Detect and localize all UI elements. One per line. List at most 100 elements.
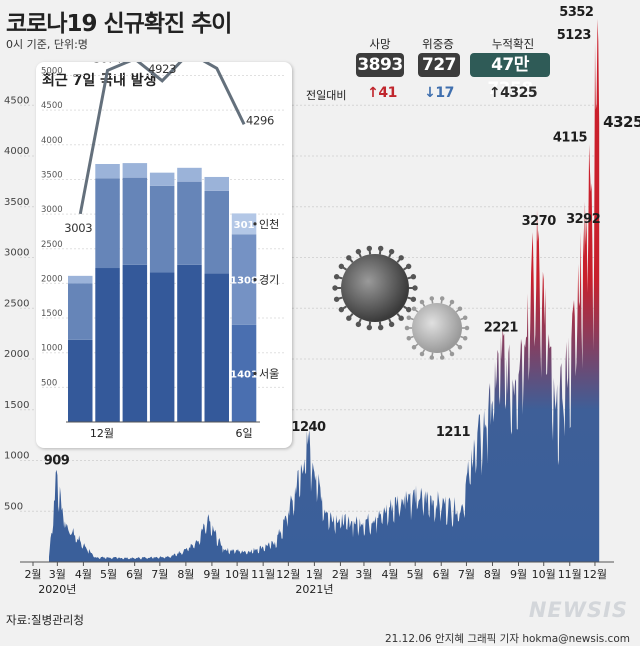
inset-y-tick-label: 3500 [41, 170, 63, 180]
inset-legend-dot [253, 277, 257, 282]
year-label: 2021년 [295, 583, 333, 596]
inset-total-label: 4296 [246, 113, 274, 127]
newsis-logo: NEWSIS [528, 598, 628, 622]
inset-y-tick-label: 1500 [41, 309, 63, 319]
inset-total-label: 5074 [94, 62, 122, 65]
x-tick-label: 3월 [49, 568, 66, 581]
source-label: 자료:질병관리청 [6, 613, 84, 627]
stat-label-critical: 위중증 [422, 37, 454, 51]
delta-label: 전일대비 [306, 89, 347, 102]
inset-y-tick-label: 500 [41, 378, 57, 388]
x-tick-label: 9월 [510, 568, 527, 581]
peak-value-label: 2221 [484, 321, 519, 336]
inset-bar-seoul [95, 268, 120, 422]
inset-bar-gyeonggi [149, 185, 175, 273]
virus-illustration-small [404, 296, 470, 360]
x-tick-label: 12월 [276, 568, 300, 581]
inset-total-label: 5104 [205, 62, 233, 63]
inset-panel: 최근 7일 국내 발생 500 1000 1500 2000 2500 3000 3500 4… [36, 62, 292, 448]
inset-bar-gyeonggi [231, 234, 257, 325]
inset-chart: 500 1000 1500 2000 2500 3000 3500 4000 4500 5000 3… [41, 62, 286, 440]
inset-bar-incheon [149, 172, 175, 186]
page-title: 코로나19 신규확진 추이 [6, 11, 232, 37]
x-tick-label: 8월 [484, 568, 501, 581]
inset-segment-value: 1308 [230, 276, 258, 287]
x-tick-label: 10월 [225, 568, 249, 581]
inset-legend-label: 서울 [259, 367, 279, 380]
inset-bar-incheon [204, 176, 229, 191]
inset-bar-seoul [204, 273, 229, 422]
inset-bar-seoul [177, 264, 202, 422]
delta-cumulative: ↑4325 [488, 85, 538, 101]
virus-illustration-large [332, 245, 418, 331]
inset-legend-label: 경기 [259, 274, 279, 287]
inset-title: 최근 7일 국내 발생 [42, 73, 157, 89]
x-tick-label: 3월 [355, 568, 372, 581]
inset-total-label: 3003 [64, 221, 92, 235]
x-tick-label: 7월 [151, 568, 168, 581]
inset-total-line [78, 62, 246, 215]
y-tick-label: 500 [4, 501, 23, 512]
inset-y-tick-label: 1000 [41, 344, 63, 354]
inset-bar-incheon [231, 213, 257, 235]
x-tick-label: 9월 [203, 568, 220, 581]
inset-bar-incheon [95, 163, 120, 179]
inset-legend-label: 인천 [259, 217, 279, 231]
x-tick-label: 2월 [332, 568, 349, 581]
page-subtitle: 0시 기준, 단위:명 [6, 38, 88, 51]
x-tick-label: 5월 [407, 568, 424, 581]
inset-bar-gyeonggi [95, 178, 120, 269]
credit-label: 21.12.06 안지혜 그래픽 기자 hokma@newsis.com [384, 633, 630, 645]
delta-deaths: ↑41 [367, 85, 397, 101]
inset-bar-seoul [231, 324, 257, 422]
peak-value-label: 1211 [436, 425, 471, 440]
inset-bar-seoul [122, 264, 148, 422]
inset-bar-seoul [149, 272, 175, 422]
y-tick-label: 2500 [4, 298, 29, 309]
year-label: 2020년 [38, 583, 76, 596]
inset-total-label: 4923 [148, 62, 176, 76]
inset-y-tick-label: 5000 [41, 67, 63, 77]
x-tick-label: 10월 [532, 568, 556, 581]
inset-y-tick-label: 4500 [41, 101, 63, 111]
x-tick-label: 8월 [177, 568, 194, 581]
x-tick-label: 11월 [251, 568, 275, 581]
peak-value-label: 5123 [557, 28, 592, 43]
peak-value-label: 4325 [603, 113, 640, 131]
y-tick-label: 3500 [4, 197, 29, 208]
cases-area [49, 18, 600, 563]
x-tick-label: 11월 [558, 568, 582, 581]
peak-value-label: 909 [44, 454, 70, 469]
y-tick-label: 1500 [4, 400, 29, 411]
y-tick-label: 4500 [4, 95, 29, 106]
y-tick-label: 3000 [4, 248, 29, 259]
inset-bar-gyeonggi [122, 177, 148, 265]
inset-x-tick-label: 12월 [90, 427, 114, 440]
x-tick-label: 6월 [126, 568, 143, 581]
inset-bar-seoul [68, 339, 93, 422]
stat-value-deaths: 3893 [356, 53, 404, 77]
y-tick-label: 1000 [4, 451, 29, 462]
x-tick-label: 2월 [24, 568, 41, 581]
inset-segment-value: 301 [234, 220, 255, 231]
inset-bar-gyeonggi [68, 283, 93, 340]
peak-value-label: 1240 [291, 420, 326, 435]
inset-bar-incheon [177, 167, 202, 182]
inset-y-tick-label: 2500 [41, 240, 63, 250]
x-tick-label: 6월 [433, 568, 450, 581]
stat-value-critical: 727 [418, 53, 460, 77]
inset-bar-incheon [122, 163, 148, 178]
inset-y-tick-label: 3000 [41, 205, 63, 215]
peak-value-label: 3270 [522, 214, 557, 229]
x-tick-label: 4월 [75, 568, 92, 581]
peak-value-label: 3292 [566, 212, 600, 227]
inset-x-tick-label: 6일 [235, 426, 252, 440]
delta-critical: ↓17 [424, 85, 454, 101]
inset-legend-dot [253, 222, 257, 226]
inset-segment-value: 1401 [230, 369, 258, 380]
inset-bar-gyeonggi [204, 190, 229, 274]
x-tick-label: 5월 [100, 568, 117, 581]
x-tick-label: 7월 [458, 568, 475, 581]
peak-value-label: 5352 [559, 5, 593, 20]
x-tick-label: 1월 [306, 568, 323, 581]
